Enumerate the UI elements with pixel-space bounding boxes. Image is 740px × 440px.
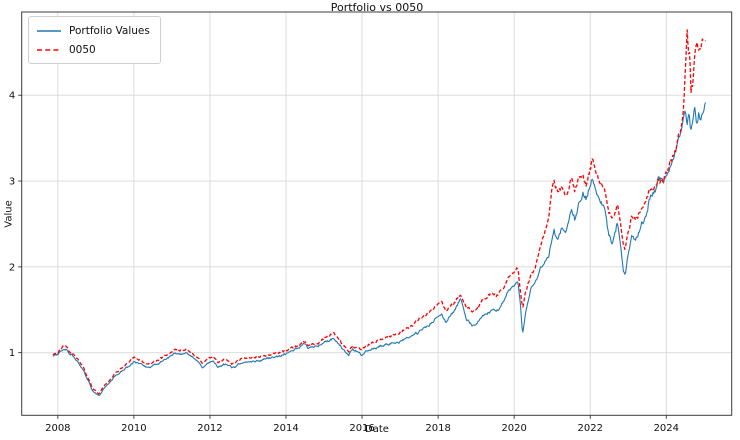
portfolio-line-swatch [37, 29, 61, 32]
x-tick-label: 2018 [425, 423, 450, 434]
y-tick-label: 1 [9, 348, 15, 359]
y-tick-label: 3 [9, 177, 15, 188]
x-tick-label: 2008 [45, 423, 70, 434]
legend-label-0050: 0050 [69, 43, 96, 56]
y-tick-label: 4 [9, 91, 15, 102]
legend-label-portfolio: Portfolio Values [69, 24, 150, 37]
x-tick-label: 2020 [501, 423, 526, 434]
legend-item-0050: 0050 [36, 40, 150, 59]
0050-line-swatch [37, 48, 61, 51]
x-tick-label: 2010 [121, 423, 146, 434]
x-tick-label: 2024 [654, 423, 679, 434]
y-tick-label: 2 [9, 262, 15, 273]
legend-item-portfolio: Portfolio Values [36, 21, 150, 40]
x-tick-label: 2016 [349, 423, 374, 434]
x-axis-title: Date [365, 424, 389, 435]
plot-border [21, 11, 733, 416]
chart-title: Portfolio vs 0050 [330, 1, 424, 14]
y-axis-title: Value [3, 200, 15, 228]
legend: Portfolio Values 0050 [28, 16, 161, 64]
0050-series-line [52, 29, 706, 395]
x-tick-label: 2022 [578, 423, 603, 434]
x-tick-label: 2012 [197, 423, 222, 434]
portfolio-series-line [52, 102, 707, 396]
x-tick-label: 2014 [273, 423, 298, 434]
